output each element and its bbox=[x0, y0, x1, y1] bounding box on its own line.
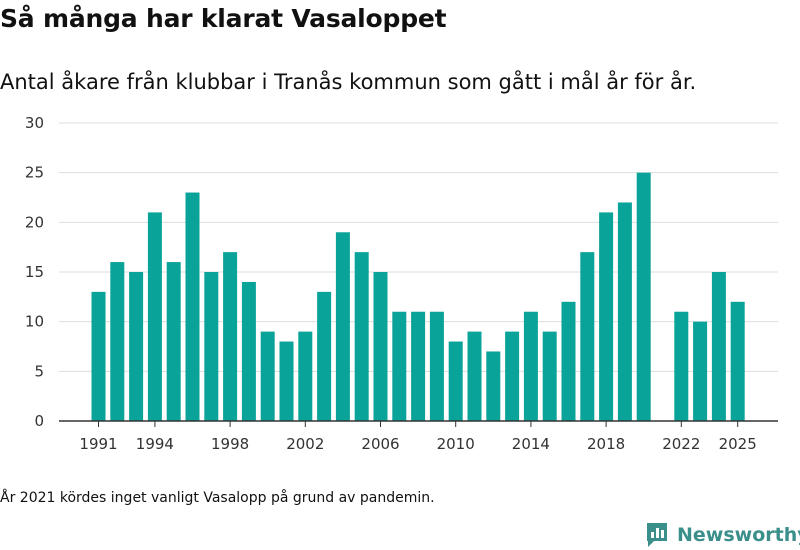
bar-2017 bbox=[580, 252, 595, 421]
bar-1991 bbox=[91, 291, 106, 421]
bar-2003 bbox=[317, 291, 332, 421]
bar-2012 bbox=[486, 351, 501, 421]
brand-name: Newsworthy bbox=[677, 524, 800, 546]
x-tick-label-2022: 2022 bbox=[662, 435, 700, 453]
bar-2005 bbox=[354, 252, 369, 421]
bar-2000 bbox=[260, 331, 275, 421]
bar-1995 bbox=[166, 262, 181, 421]
bar-2007 bbox=[392, 311, 407, 421]
bar-2011 bbox=[467, 331, 482, 421]
x-tick-label-2025: 2025 bbox=[719, 435, 757, 453]
bar-1992 bbox=[110, 262, 125, 421]
bar-2013 bbox=[505, 331, 520, 421]
x-tick-label-1991: 1991 bbox=[79, 435, 117, 453]
bar-2002 bbox=[298, 331, 313, 421]
x-tick-label-2002: 2002 bbox=[286, 435, 324, 453]
bar-1994 bbox=[147, 212, 162, 421]
bar-2024 bbox=[711, 272, 726, 421]
y-tick-label-0: 0 bbox=[34, 412, 44, 430]
bar-2020 bbox=[636, 172, 651, 421]
y-tick-label-30: 30 bbox=[25, 114, 44, 132]
chart-title: Så många har klarat Vasaloppet bbox=[0, 4, 447, 33]
y-tick-label-10: 10 bbox=[25, 313, 44, 331]
x-tick-label-2014: 2014 bbox=[512, 435, 550, 453]
newsworthy-icon bbox=[647, 523, 667, 547]
y-tick-label-5: 5 bbox=[34, 362, 44, 380]
bar-1997 bbox=[204, 272, 219, 421]
y-tick-label-20: 20 bbox=[25, 213, 44, 231]
x-tick-label-1994: 1994 bbox=[136, 435, 174, 453]
x-tick-label-1998: 1998 bbox=[211, 435, 249, 453]
footnote: År 2021 kördes inget vanligt Vasalopp på… bbox=[0, 490, 435, 506]
bar-2022 bbox=[674, 311, 689, 421]
bar-2014 bbox=[523, 311, 538, 421]
bar-1999 bbox=[241, 281, 256, 421]
newsworthy-logo[interactable]: Newsworthy bbox=[645, 521, 800, 549]
bar-2004 bbox=[335, 232, 350, 421]
y-tick-label-15: 15 bbox=[25, 263, 44, 281]
bar-2018 bbox=[599, 212, 614, 421]
bar-2025 bbox=[730, 301, 745, 421]
bar-1998 bbox=[223, 252, 238, 421]
bar-2016 bbox=[561, 301, 576, 421]
bars bbox=[91, 172, 745, 421]
bar-1993 bbox=[129, 272, 144, 421]
x-tick-label-2018: 2018 bbox=[587, 435, 625, 453]
bar-1996 bbox=[185, 192, 200, 421]
x-axis bbox=[59, 420, 778, 427]
x-tick-label-2010: 2010 bbox=[437, 435, 475, 453]
y-tick-label-25: 25 bbox=[25, 164, 44, 182]
bar-2009 bbox=[429, 311, 444, 421]
bar-2001 bbox=[279, 341, 294, 421]
bar-2008 bbox=[411, 311, 426, 421]
bar-2010 bbox=[448, 341, 463, 421]
bar-2015 bbox=[542, 331, 557, 421]
bar-2023 bbox=[693, 321, 708, 421]
x-tick-label-2006: 2006 bbox=[361, 435, 399, 453]
chart-subtitle: Antal åkare från klubbar i Tranås kommun… bbox=[0, 70, 697, 94]
bar-2006 bbox=[373, 272, 388, 421]
bar-2019 bbox=[617, 202, 632, 421]
